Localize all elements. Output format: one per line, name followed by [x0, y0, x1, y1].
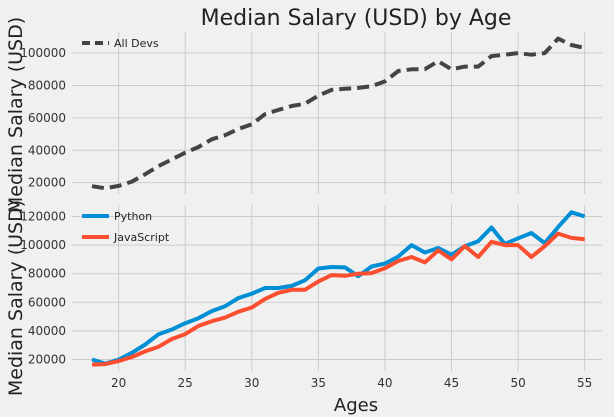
y-tick-label: 100000 [20, 46, 66, 60]
series-line-javascript [91, 231, 585, 367]
y-tick-label: 20000 [28, 176, 66, 190]
bottom-subplot: 20000 40000 60000 80000 100000 120000 20 25 30 35… [20, 205, 602, 390]
top-y-axis-label: Median Salary (USD) [5, 17, 27, 213]
y-tick-label: 20000 [28, 353, 66, 367]
plot-area [72, 205, 602, 371]
x-tick-label: 25 [178, 376, 193, 390]
x-tick-label: 40 [377, 376, 392, 390]
legend-label: All Devs [114, 37, 159, 50]
series-line-python [91, 210, 586, 366]
y-tick-label: 120000 [20, 209, 66, 223]
y-tick-label: 80000 [28, 78, 66, 92]
y-tick-label: 80000 [28, 267, 66, 281]
bottom-y-axis-label: Median Salary (USD) [5, 200, 27, 396]
x-tick-label: 55 [577, 376, 592, 390]
chart-title: Median Salary (USD) by Age [201, 6, 512, 31]
legend-label: Python [114, 210, 152, 223]
x-tick-label: 30 [244, 376, 259, 390]
x-tick-label: 45 [444, 376, 459, 390]
y-tick-label: 60000 [28, 111, 66, 125]
x-tick-label: 20 [111, 376, 126, 390]
y-tick-label: 40000 [28, 143, 66, 157]
y-tick-label: 60000 [28, 295, 66, 309]
x-axis-label: Ages [334, 395, 378, 416]
x-tick-label: 35 [311, 376, 326, 390]
legend-label: JavaScript [113, 231, 170, 244]
x-tick-label: 50 [510, 376, 525, 390]
y-tick-label: 100000 [20, 238, 66, 252]
y-tick-label: 40000 [28, 324, 66, 338]
top-subplot: 20000 40000 60000 80000 100000 All Devs [20, 32, 602, 194]
